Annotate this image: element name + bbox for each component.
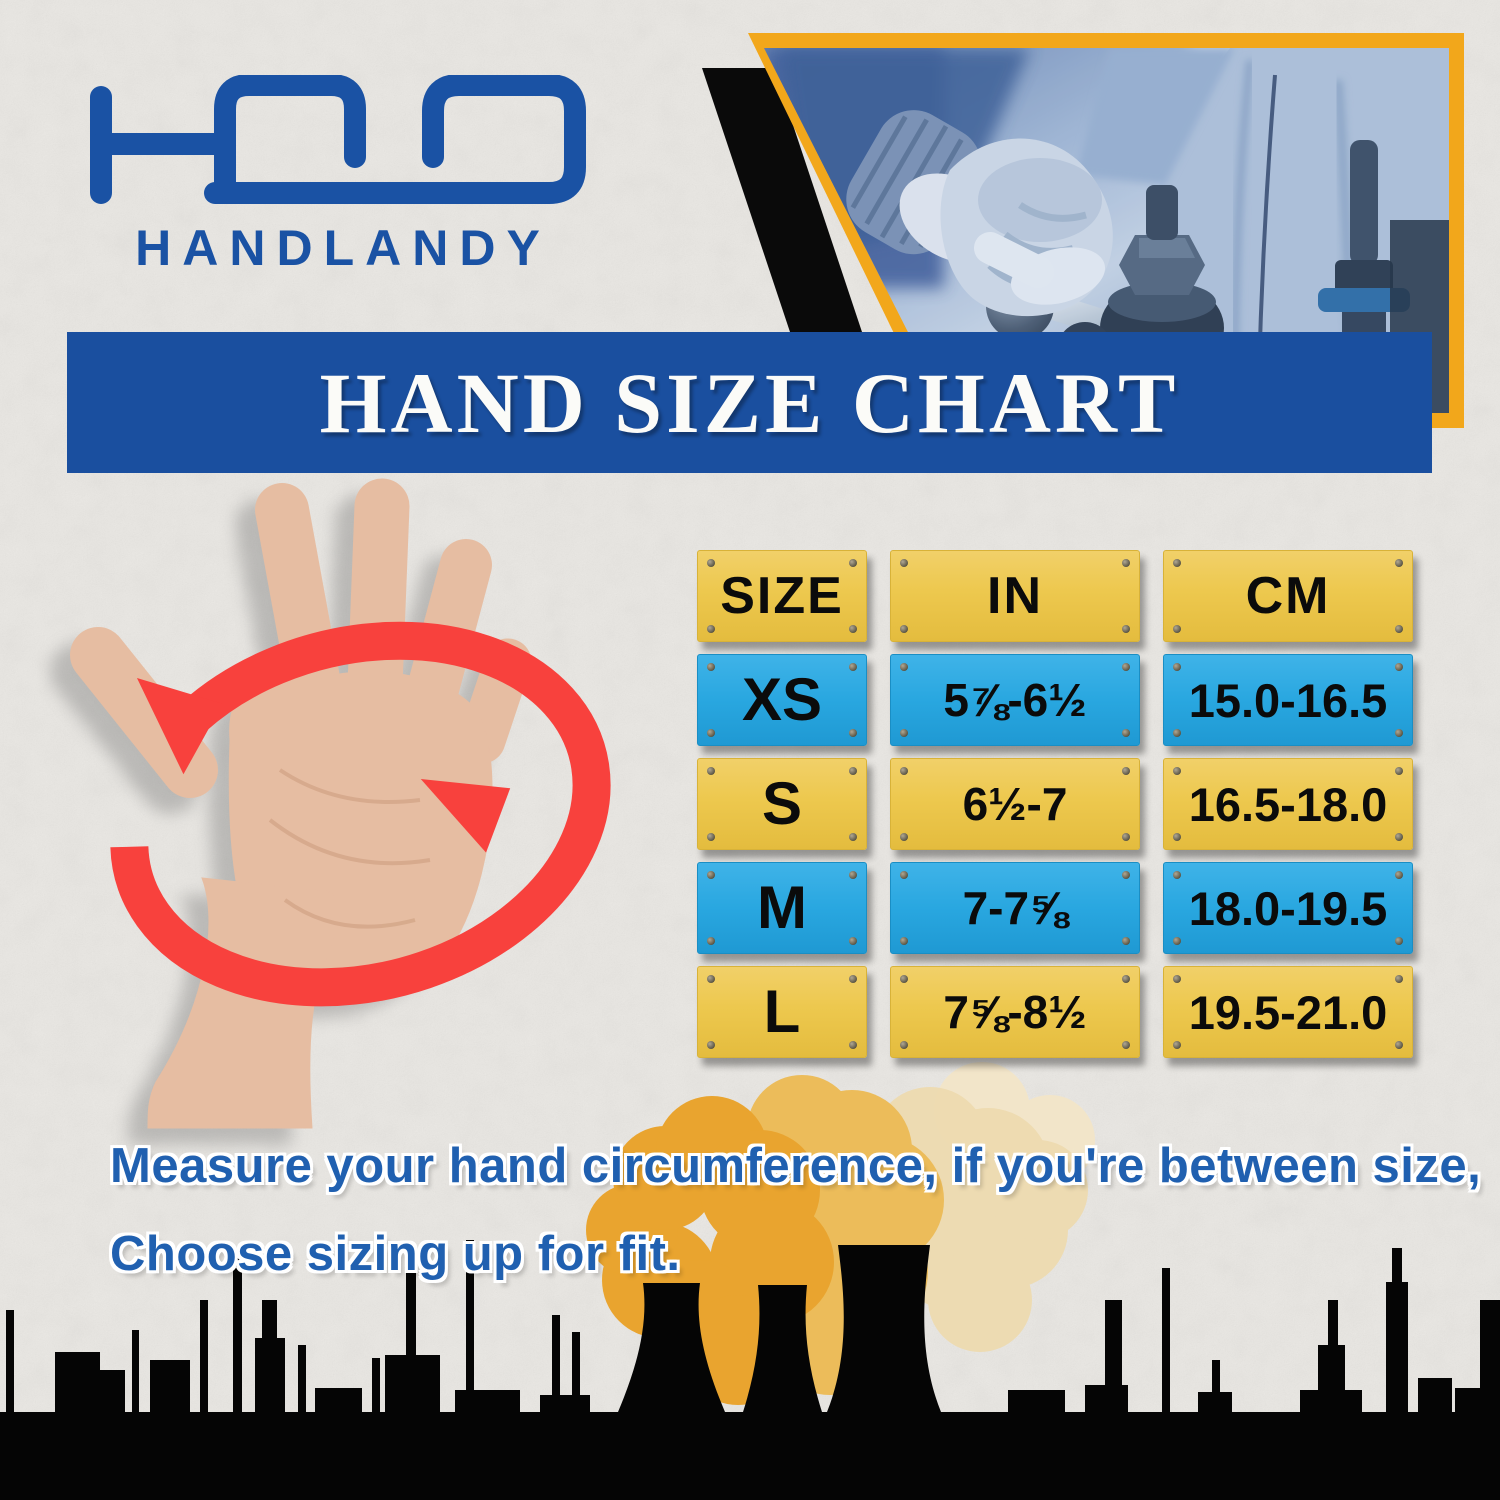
header-size-label: SIZE <box>720 567 844 625</box>
brand-logo: HANDLANDY <box>85 74 595 276</box>
l-size-label: L <box>763 978 801 1045</box>
rivet-dot <box>707 937 715 945</box>
xs-cm-value: 15.0-16.5 <box>1188 673 1388 727</box>
table-header-size: SIZE <box>697 550 867 642</box>
xs-in-value: 5⅞-6½ <box>943 674 1087 726</box>
rivet-dot <box>707 559 715 567</box>
rivet-dot <box>849 767 857 775</box>
rivet-dot <box>849 975 857 983</box>
rivet-dot <box>1173 663 1181 671</box>
rivet-dot <box>849 833 857 841</box>
cell-m-in: 7-7⅝ <box>890 862 1140 954</box>
rivet-dot <box>1122 1041 1130 1049</box>
rivet-dot <box>1173 833 1181 841</box>
rivet-dot <box>1395 767 1403 775</box>
rivet-dot <box>900 937 908 945</box>
cell-m-cm: 18.0-19.5 <box>1163 862 1413 954</box>
rivet-dot <box>900 767 908 775</box>
cell-l-cm: 19.5-21.0 <box>1163 966 1413 1058</box>
rivet-dot <box>900 729 908 737</box>
rivet-dot <box>849 663 857 671</box>
rivet-dot <box>1395 559 1403 567</box>
m-in-value: 7-7⅝ <box>962 882 1068 934</box>
rivet-dot <box>1395 663 1403 671</box>
xs-size-label: XS <box>741 666 823 733</box>
rivet-dot <box>1173 729 1181 737</box>
rivet-dot <box>1173 871 1181 879</box>
rivet-dot <box>1395 871 1403 879</box>
rivet-dot <box>849 871 857 879</box>
cell-xs-size: XS <box>697 654 867 746</box>
cell-xs-in: 5⅞-6½ <box>890 654 1140 746</box>
instruction-line-1: Measure your hand circumference, if you'… <box>110 1139 1482 1193</box>
cell-s-cm: 16.5-18.0 <box>1163 758 1413 850</box>
m-cm-value: 18.0-19.5 <box>1188 881 1388 935</box>
rivet-dot <box>900 559 908 567</box>
m-size-label: M <box>757 874 807 941</box>
rivet-dot <box>1173 1041 1181 1049</box>
l-cm-value: 19.5-21.0 <box>1188 985 1388 1039</box>
rivet-dot <box>1122 559 1130 567</box>
rivet-dot <box>849 1041 857 1049</box>
rivet-dot <box>1122 663 1130 671</box>
rivet-dot <box>1173 559 1181 567</box>
brand-logo-text: HANDLANDY <box>135 220 551 276</box>
rivet-dot <box>707 871 715 879</box>
s-cm-value: 16.5-18.0 <box>1188 777 1388 831</box>
hand-measure-illustration <box>30 440 611 1160</box>
rivet-dot <box>707 975 715 983</box>
page-title: HAND SIZE CHART <box>319 354 1180 451</box>
brand-logo-mark <box>90 74 586 204</box>
rivet-dot <box>900 975 908 983</box>
rivet-dot <box>1395 1041 1403 1049</box>
rivet-dot <box>1173 767 1181 775</box>
rivet-dot <box>849 559 857 567</box>
rivet-dot <box>849 937 857 945</box>
rivet-dot <box>1173 975 1181 983</box>
cell-l-in: 7⅝-8½ <box>890 966 1140 1058</box>
cell-s-in: 6½-7 <box>890 758 1140 850</box>
cell-s-size: S <box>697 758 867 850</box>
rivet-dot <box>707 1041 715 1049</box>
rivet-dot <box>1122 975 1130 983</box>
rivet-dot <box>1395 729 1403 737</box>
rivet-dot <box>1395 625 1403 633</box>
header-cm-label: CM <box>1245 567 1331 625</box>
rivet-dot <box>900 625 908 633</box>
cell-xs-cm: 15.0-16.5 <box>1163 654 1413 746</box>
rivet-dot <box>1395 833 1403 841</box>
rivet-dot <box>1122 871 1130 879</box>
table-header-cm: CM <box>1163 550 1413 642</box>
s-size-label: S <box>761 770 803 837</box>
cell-l-size: L <box>697 966 867 1058</box>
rivet-dot <box>707 625 715 633</box>
rivet-dot <box>1173 625 1181 633</box>
rivet-dot <box>1173 937 1181 945</box>
l-in-value: 7⅝-8½ <box>943 986 1087 1038</box>
rivet-dot <box>900 833 908 841</box>
rivet-dot <box>849 625 857 633</box>
s-in-value: 6½-7 <box>962 778 1068 830</box>
rivet-dot <box>707 663 715 671</box>
table-header-in: IN <box>890 550 1140 642</box>
rivet-dot <box>900 1041 908 1049</box>
rivet-dot <box>1122 833 1130 841</box>
rivet-dot <box>1122 767 1130 775</box>
header-in-label: IN <box>987 567 1043 625</box>
cell-m-size: M <box>697 862 867 954</box>
size-table: SIZE IN CM XS 5⅞-6½ 15.0-16.5 S 6½-7 <box>697 550 1413 1058</box>
rivet-dot <box>1122 625 1130 633</box>
rivet-dot <box>707 729 715 737</box>
rivet-dot <box>707 833 715 841</box>
rivet-dot <box>1122 729 1130 737</box>
instruction-line-2: Choose sizing up for fit. <box>110 1227 681 1281</box>
rivet-dot <box>707 767 715 775</box>
rivet-dot <box>849 729 857 737</box>
rivet-dot <box>1122 937 1130 945</box>
rivet-dot <box>1395 975 1403 983</box>
rivet-dot <box>1395 937 1403 945</box>
rivet-dot <box>900 663 908 671</box>
rivet-dot <box>900 871 908 879</box>
